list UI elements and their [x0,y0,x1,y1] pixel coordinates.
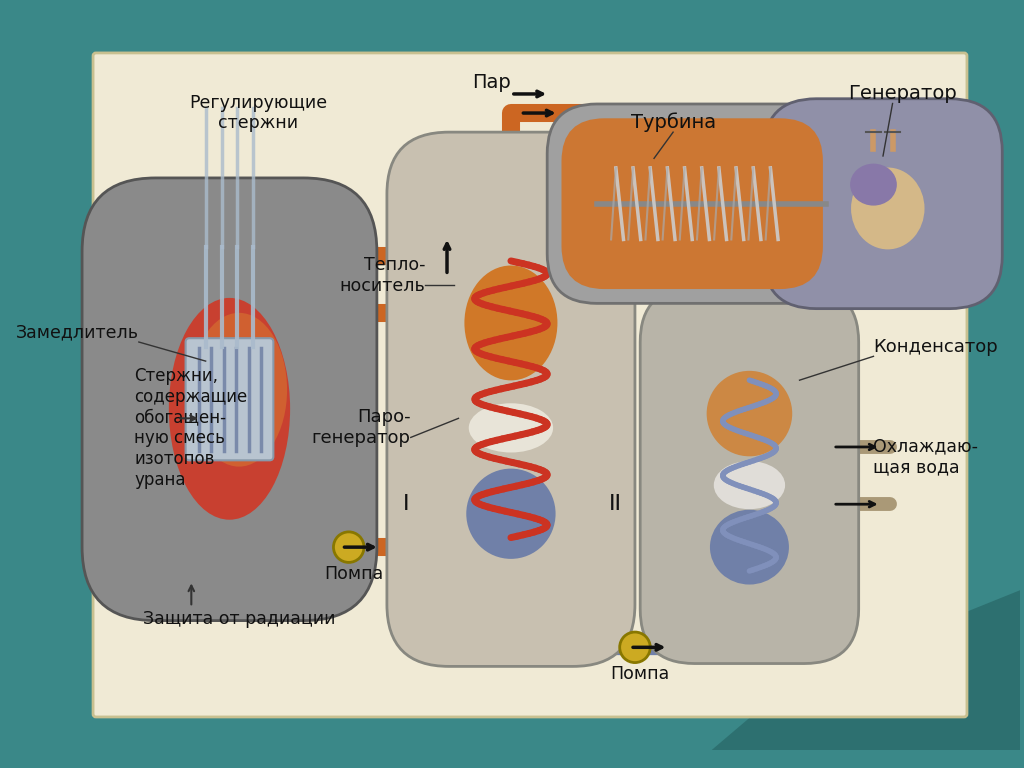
Ellipse shape [707,371,793,456]
Polygon shape [712,590,1020,750]
Ellipse shape [714,461,785,509]
Text: Тепло-
носитель: Тепло- носитель [339,256,425,295]
Ellipse shape [466,468,556,559]
Text: Замедлитель: Замедлитель [15,323,139,342]
Ellipse shape [169,298,290,520]
Text: II: II [609,495,623,515]
Polygon shape [43,18,1020,750]
Ellipse shape [469,403,553,452]
FancyBboxPatch shape [93,53,967,717]
Circle shape [334,532,364,562]
Text: I: I [402,495,410,515]
Text: Турбина: Турбина [631,113,716,132]
Text: Помпа: Помпа [610,665,670,683]
FancyBboxPatch shape [185,338,273,460]
Text: Стержни,
содержащие
обогащен-
ную смесь
изотопов
урана: Стержни, содержащие обогащен- ную смесь … [134,367,248,489]
Text: Регулирующие
стержни: Регулирующие стержни [189,94,327,132]
Text: Охлаждаю-
щая вода: Охлаждаю- щая вода [873,437,979,476]
Text: Паро-
генератор: Паро- генератор [311,409,411,447]
Circle shape [620,632,650,663]
FancyBboxPatch shape [547,104,838,303]
Text: Генератор: Генератор [848,84,956,104]
FancyBboxPatch shape [561,118,823,289]
Text: Помпа: Помпа [324,564,383,583]
Ellipse shape [465,266,557,380]
Ellipse shape [850,164,897,206]
Ellipse shape [190,313,287,467]
FancyBboxPatch shape [764,99,1002,309]
Text: Защита от радиации: Защита от радиации [142,610,335,627]
Ellipse shape [710,510,788,584]
Ellipse shape [851,167,925,250]
FancyBboxPatch shape [387,132,635,667]
FancyBboxPatch shape [640,288,859,664]
Text: Конденсатор: Конденсатор [873,338,998,356]
FancyBboxPatch shape [82,178,377,621]
Text: Пар: Пар [472,73,511,92]
